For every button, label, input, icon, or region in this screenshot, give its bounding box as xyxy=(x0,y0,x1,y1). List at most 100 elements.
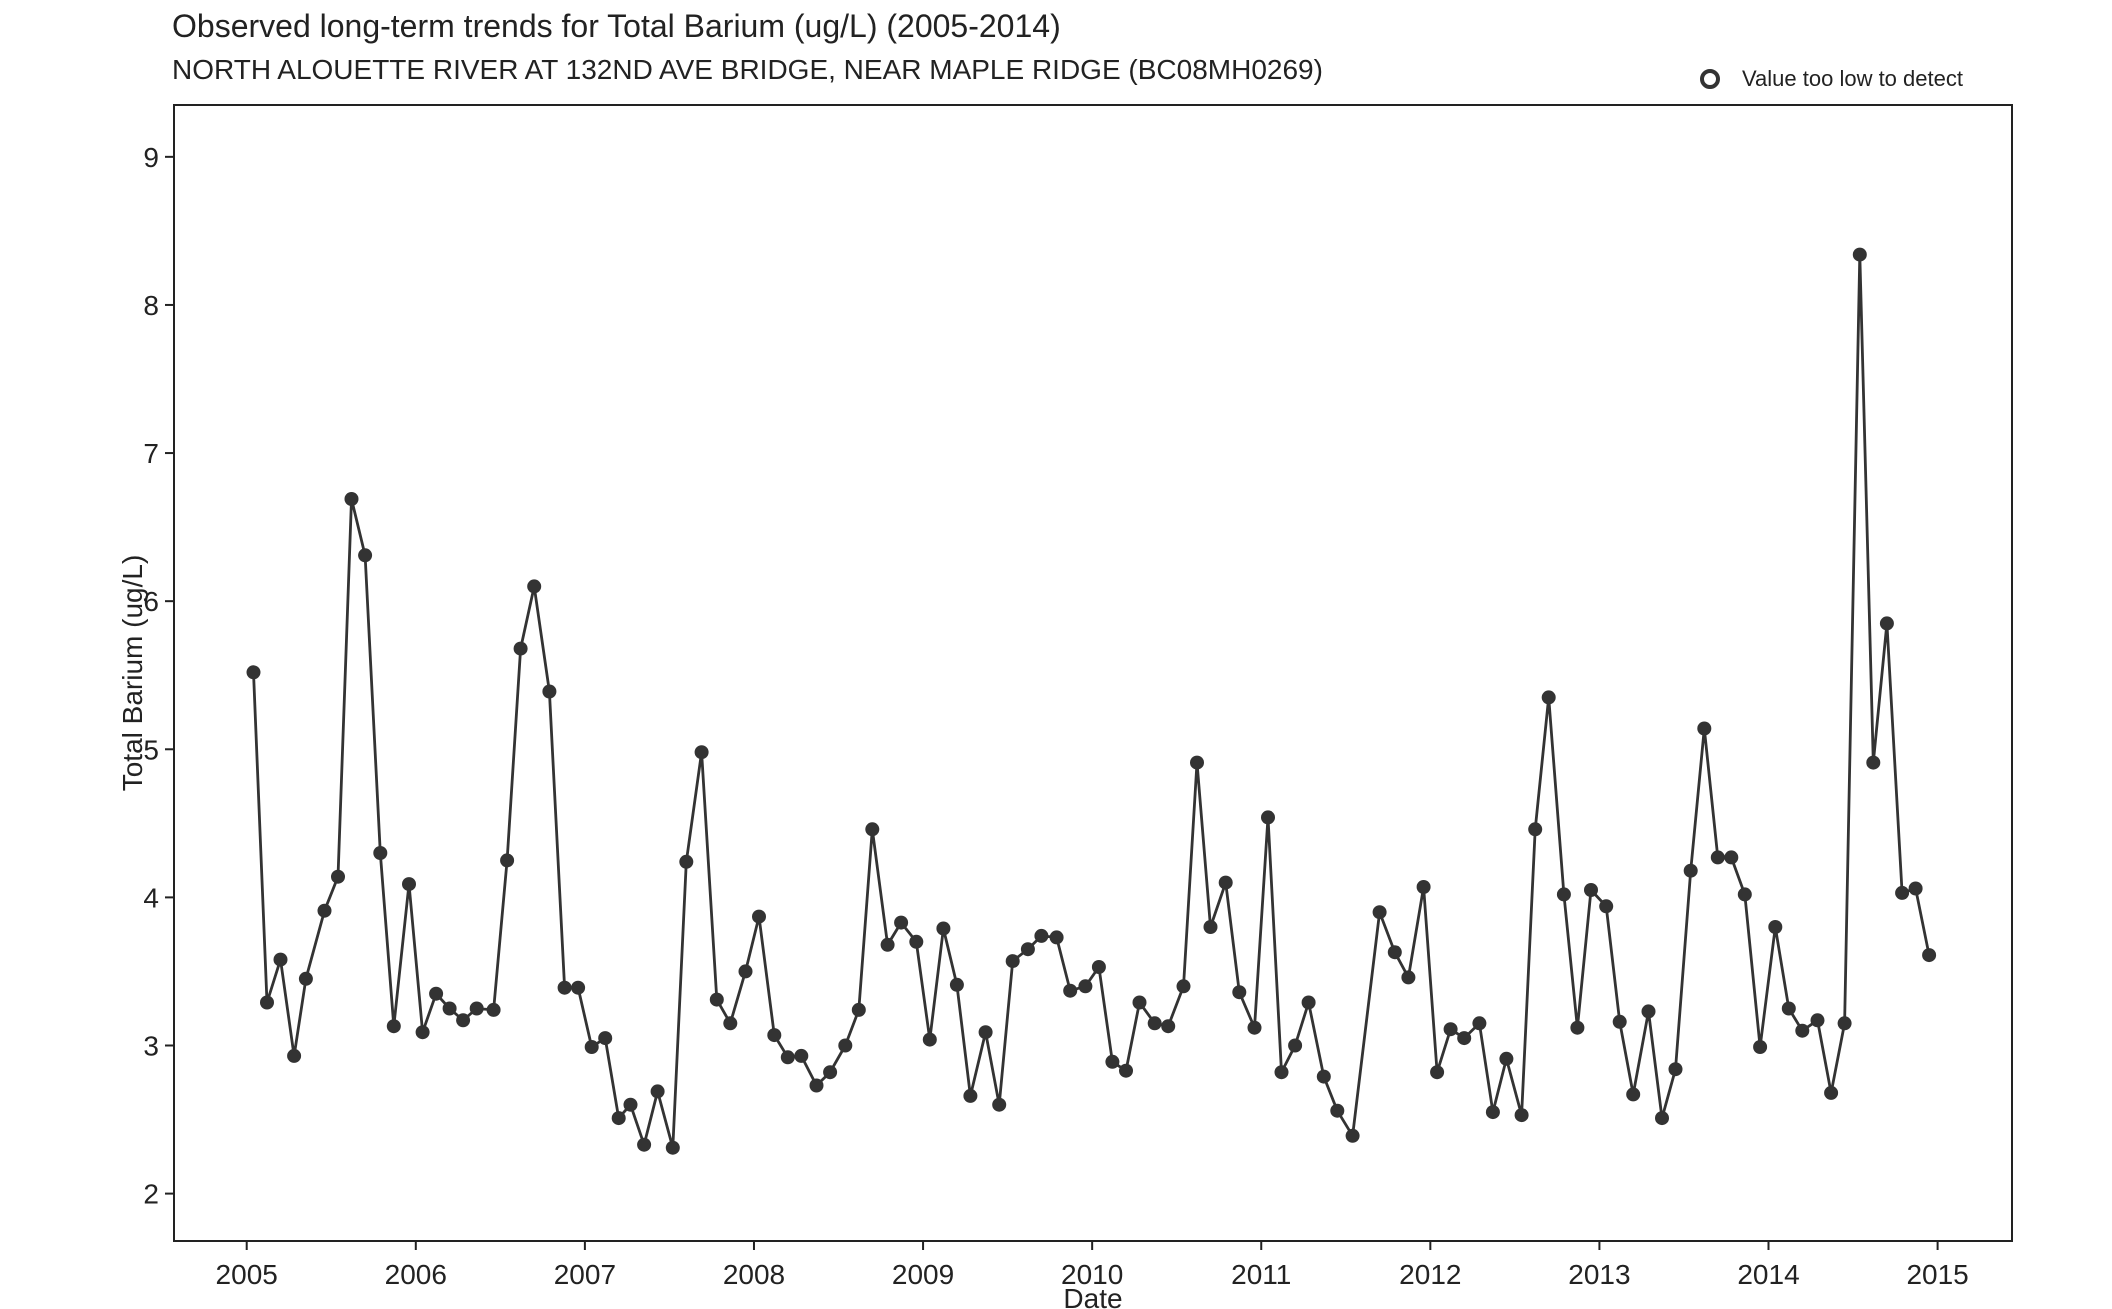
data-point xyxy=(978,1025,993,1040)
y-axis: 2 3 4 5 6 7 8 9 xyxy=(143,142,174,1210)
y-tick-label: 2 xyxy=(143,1179,159,1210)
data-point xyxy=(922,1032,937,1047)
data-point xyxy=(500,853,515,868)
x-axis-title: Date xyxy=(1063,1283,1122,1309)
data-point xyxy=(1261,810,1275,825)
data-point xyxy=(1626,1087,1641,1102)
data-point xyxy=(1641,1004,1656,1019)
x-tick-label: 2013 xyxy=(1568,1259,1630,1290)
data-point xyxy=(469,1001,484,1016)
data-point xyxy=(527,579,542,594)
data-point xyxy=(679,854,694,869)
data-point xyxy=(287,1048,302,1063)
data-point xyxy=(1810,1013,1825,1028)
data-point xyxy=(1132,995,1147,1010)
data-point xyxy=(298,971,313,986)
x-tick-label: 2014 xyxy=(1737,1259,1799,1290)
data-point xyxy=(623,1097,638,1112)
data-point xyxy=(1485,1105,1500,1120)
data-point xyxy=(611,1111,626,1126)
data-point xyxy=(723,1016,738,1031)
data-point xyxy=(992,1097,1007,1112)
data-point xyxy=(1556,887,1571,902)
x-tick-label: 2008 xyxy=(723,1259,785,1290)
data-point xyxy=(1416,880,1431,894)
data-point xyxy=(1612,1014,1627,1029)
x-axis: 2005 2006 2007 2008 2009 2010 2011 2012 2013 2014… xyxy=(216,1241,1969,1290)
data-point xyxy=(373,846,388,860)
data-point xyxy=(838,1038,853,1053)
data-point xyxy=(1443,1022,1458,1037)
data-point xyxy=(1161,1019,1176,1034)
data-point xyxy=(936,921,951,936)
data-point xyxy=(1879,616,1894,631)
data-point xyxy=(752,909,766,924)
data-point xyxy=(1599,899,1614,914)
y-tick-label: 5 xyxy=(143,734,159,765)
x-tick-label: 2010 xyxy=(1061,1259,1123,1290)
data-point xyxy=(1781,1001,1796,1016)
data-point xyxy=(1514,1108,1529,1123)
legend-label: Value too low to detect xyxy=(1742,66,1963,91)
data-point xyxy=(513,641,528,656)
data-point xyxy=(665,1140,680,1155)
data-point xyxy=(949,977,964,992)
data-point xyxy=(1372,905,1387,920)
data-point xyxy=(1737,887,1752,902)
data-point xyxy=(1430,1065,1445,1080)
chart-title: Observed long-term trends for Total Bari… xyxy=(172,8,1061,44)
data-point xyxy=(429,986,444,1001)
x-tick-label: 2011 xyxy=(1231,1259,1291,1290)
data-point xyxy=(851,1002,866,1017)
x-tick-label: 2009 xyxy=(892,1259,954,1290)
x-tick-label: 2005 xyxy=(216,1259,278,1290)
data-point xyxy=(894,915,909,930)
data-point xyxy=(1190,755,1204,770)
data-point xyxy=(1274,1065,1289,1080)
y-tick-label: 9 xyxy=(143,142,159,173)
data-point xyxy=(1908,881,1923,896)
data-point xyxy=(246,665,261,680)
data-point xyxy=(1570,1020,1585,1035)
y-tick-label: 4 xyxy=(143,882,159,913)
plot-frame xyxy=(173,104,2013,1242)
data-point xyxy=(1866,755,1881,770)
data-point xyxy=(1499,1051,1514,1066)
data-point xyxy=(1119,1063,1133,1078)
data-point xyxy=(442,1001,457,1016)
data-point xyxy=(456,1013,471,1028)
data-point xyxy=(1541,690,1556,705)
data-point xyxy=(1316,1069,1331,1084)
data-point xyxy=(1247,1020,1262,1035)
data-point xyxy=(809,1078,824,1093)
y-tick-label: 3 xyxy=(143,1030,159,1061)
data-point xyxy=(1922,948,1937,963)
data-point xyxy=(1528,822,1543,837)
data-point xyxy=(1768,920,1783,934)
data-point xyxy=(273,952,288,967)
data-point xyxy=(571,980,586,995)
data-point xyxy=(1724,850,1739,865)
data-point xyxy=(865,822,880,837)
data-point xyxy=(331,869,345,884)
y-tick-label: 8 xyxy=(143,290,159,321)
data-point xyxy=(1034,928,1049,943)
data-point xyxy=(1655,1111,1669,1126)
data-point xyxy=(1020,942,1035,957)
data-point xyxy=(1795,1023,1810,1038)
data-point xyxy=(1387,945,1402,960)
data-point xyxy=(1401,970,1416,985)
data-point xyxy=(260,995,274,1010)
data-point xyxy=(1472,1016,1487,1031)
data-point xyxy=(1895,885,1910,900)
data-point xyxy=(557,980,572,995)
data-point xyxy=(1105,1054,1120,1069)
data-point xyxy=(598,1031,613,1046)
y-axis-title: Total Barium (ug/L) xyxy=(117,555,148,792)
data-point xyxy=(1852,247,1867,262)
data-point xyxy=(1218,875,1233,890)
data-point xyxy=(1203,920,1218,934)
data-point xyxy=(1288,1038,1303,1053)
data-point xyxy=(1824,1085,1839,1100)
